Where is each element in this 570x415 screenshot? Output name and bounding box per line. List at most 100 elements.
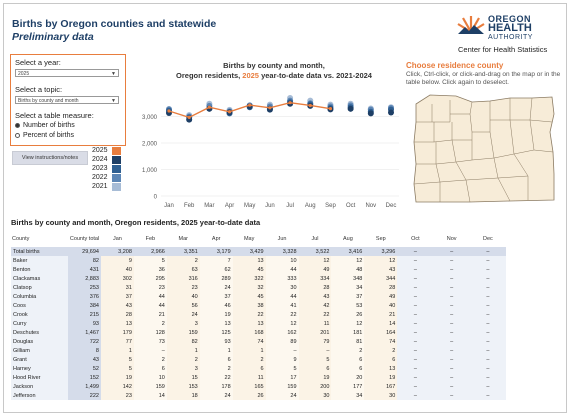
value-cell: – xyxy=(397,274,434,283)
column-header: May xyxy=(243,235,255,242)
value-cell: 3,296 xyxy=(364,247,398,256)
value-cell: 201 xyxy=(298,328,332,337)
data-point-2024 xyxy=(186,116,193,123)
value-cell: – xyxy=(397,283,434,292)
table-row[interactable]: Grant 43 5 2 2 6 2 9 5 6 6– – – xyxy=(11,355,506,364)
table-row[interactable]: Douglas 722 77 73 82 93 74 89 79 81 74– – – xyxy=(11,337,506,346)
map-state-outline[interactable] xyxy=(413,94,555,203)
data-point-2025 xyxy=(207,105,211,109)
table-title: Births by county and month, Oregon resid… xyxy=(11,218,261,227)
births-line-chart[interactable]: 0 1,000 2,000 3,000 Jan Feb Mar Apr May Jun Jul Aug… xyxy=(129,84,409,212)
value-cell: – xyxy=(397,355,434,364)
legend-item-2022[interactable]: 2022 xyxy=(92,174,121,182)
value-cell: 6 xyxy=(331,355,365,364)
value-cell: 34 xyxy=(331,391,365,400)
oregon-county-map[interactable] xyxy=(410,92,560,207)
data-point-2025 xyxy=(268,106,272,110)
value-cell: 3,522 xyxy=(298,247,332,256)
county-cell: Gilliam xyxy=(11,346,69,355)
value-cell: 44 xyxy=(265,265,299,274)
table-row[interactable]: Coos 384 43 44 56 46 38 41 42 53 40– – – xyxy=(11,301,506,310)
table-row[interactable]: Clackamas 2,883 302 295 316 289 322 333 334 348 34… xyxy=(11,274,506,283)
data-point-2024 xyxy=(367,110,374,117)
county-cell: Crook xyxy=(11,310,69,319)
value-cell: 49 xyxy=(364,292,398,301)
table-row[interactable]: Harney 52 5 6 3 2 6 5 6 6 13– – – xyxy=(11,364,506,373)
table-row[interactable]: Gilliam 8 1–1 1 1– –2 2– – – xyxy=(11,346,506,355)
radio-percent-of-births[interactable]: Percent of births xyxy=(15,132,74,139)
value-cell: 36 xyxy=(133,265,167,274)
legend-swatch xyxy=(112,165,121,173)
table-row[interactable]: Deschutes 1,467 179 128 159 125 168 162 201 181 16… xyxy=(11,328,506,337)
county-cell: Harney xyxy=(11,364,69,373)
value-cell: – xyxy=(433,265,470,274)
value-cell: 153 xyxy=(166,382,200,391)
value-cell: 167 xyxy=(364,382,398,391)
value-cell: 289 xyxy=(199,274,233,283)
legend-label: 2024 xyxy=(92,156,108,163)
logo-line-3: AUTHORITY xyxy=(488,34,533,41)
column-header: Feb xyxy=(145,235,156,242)
value-cell: – xyxy=(397,301,434,310)
value-cell: 52 xyxy=(68,364,101,373)
value-cell: 37 xyxy=(100,292,134,301)
legend-item-2025[interactable]: 2025 xyxy=(92,147,121,155)
legend-item-2023[interactable]: 2023 xyxy=(92,165,121,173)
topic-select[interactable]: Births by county and month ▼ xyxy=(15,96,119,104)
value-cell: 3,328 xyxy=(265,247,299,256)
legend-swatch xyxy=(112,174,121,182)
legend-label: 2022 xyxy=(92,174,108,181)
births-table: County County total Jan Feb Mar Apr May … xyxy=(11,230,506,400)
year-select[interactable]: 2025 ▼ xyxy=(15,69,119,77)
value-cell: – xyxy=(397,346,434,355)
data-point-2025 xyxy=(288,101,292,105)
value-cell: 165 xyxy=(232,382,266,391)
value-cell: 6 xyxy=(232,364,266,373)
table-row-total[interactable]: Total births 29,694 3,208 2,966 3,351 3,179 3,… xyxy=(11,247,506,256)
value-cell: 21 xyxy=(364,310,398,319)
value-cell: 26 xyxy=(331,310,365,319)
value-cell: 376 xyxy=(68,292,101,301)
county-cell: Curry xyxy=(11,319,69,328)
table-row[interactable]: Columbia 376 37 44 40 37 45 44 43 37 49– – – xyxy=(11,292,506,301)
value-cell: – xyxy=(397,247,434,256)
table-row[interactable]: Crook 215 28 21 24 19 22 22 22 26 21– – – xyxy=(11,310,506,319)
table-row[interactable]: Jackson 1,499 142 159 153 178 165 159 200 177 167–… xyxy=(11,382,506,391)
value-cell: 1 xyxy=(100,346,134,355)
value-cell: 334 xyxy=(298,274,332,283)
value-cell: 30 xyxy=(364,391,398,400)
value-cell: 62 xyxy=(199,265,233,274)
table-row[interactable]: Jefferson 222 23 14 18 24 26 24 30 34 30– – – xyxy=(11,391,506,400)
page-title: Births by Oregon counties and statewide xyxy=(12,18,217,30)
value-cell: 3 xyxy=(166,364,200,373)
table-row[interactable]: Curry 93 13 2 3 13 13 12 11 12 14– – – xyxy=(11,319,506,328)
value-cell: 215 xyxy=(68,310,101,319)
value-cell: 46 xyxy=(199,301,233,310)
value-cell: 34 xyxy=(331,283,365,292)
radio-number-of-births[interactable]: Number of births xyxy=(15,122,75,129)
value-cell: 28 xyxy=(298,283,332,292)
year-label: Select a year: xyxy=(15,58,61,67)
topic-label: Select a topic: xyxy=(15,85,63,94)
table-row[interactable]: Hood River 152 19 10 15 22 11 17 19 20 19– – – xyxy=(11,373,506,382)
value-cell: 6 xyxy=(133,364,167,373)
value-cell: 10 xyxy=(265,256,299,265)
column-header: County xyxy=(12,235,30,242)
value-cell: 40 xyxy=(166,292,200,301)
column-header: Jun xyxy=(277,235,287,242)
legend-item-2024[interactable]: 2024 xyxy=(92,156,121,164)
instructions-button[interactable]: View instructions/notes xyxy=(12,151,88,165)
table-row[interactable]: Baker 82 9 5 2 7 13 10 12 12 12– – – xyxy=(11,256,506,265)
value-cell: 1 xyxy=(166,346,200,355)
chevron-down-icon: ▼ xyxy=(111,71,116,77)
value-cell: – xyxy=(397,364,434,373)
table-row[interactable]: Benton 431 40 36 63 62 45 44 49 48 43– – – xyxy=(11,265,506,274)
value-cell: 164 xyxy=(364,328,398,337)
table-row[interactable]: Clatsop 253 31 23 23 24 32 30 28 34 28– – – xyxy=(11,283,506,292)
value-cell: 42 xyxy=(298,301,332,310)
value-cell: 200 xyxy=(298,382,332,391)
county-cell: Douglas xyxy=(11,337,69,346)
value-cell: 222 xyxy=(68,391,101,400)
legend-item-2021[interactable]: 2021 xyxy=(92,183,121,191)
table-header-row: County County total Jan Feb Mar Apr May … xyxy=(11,230,506,247)
